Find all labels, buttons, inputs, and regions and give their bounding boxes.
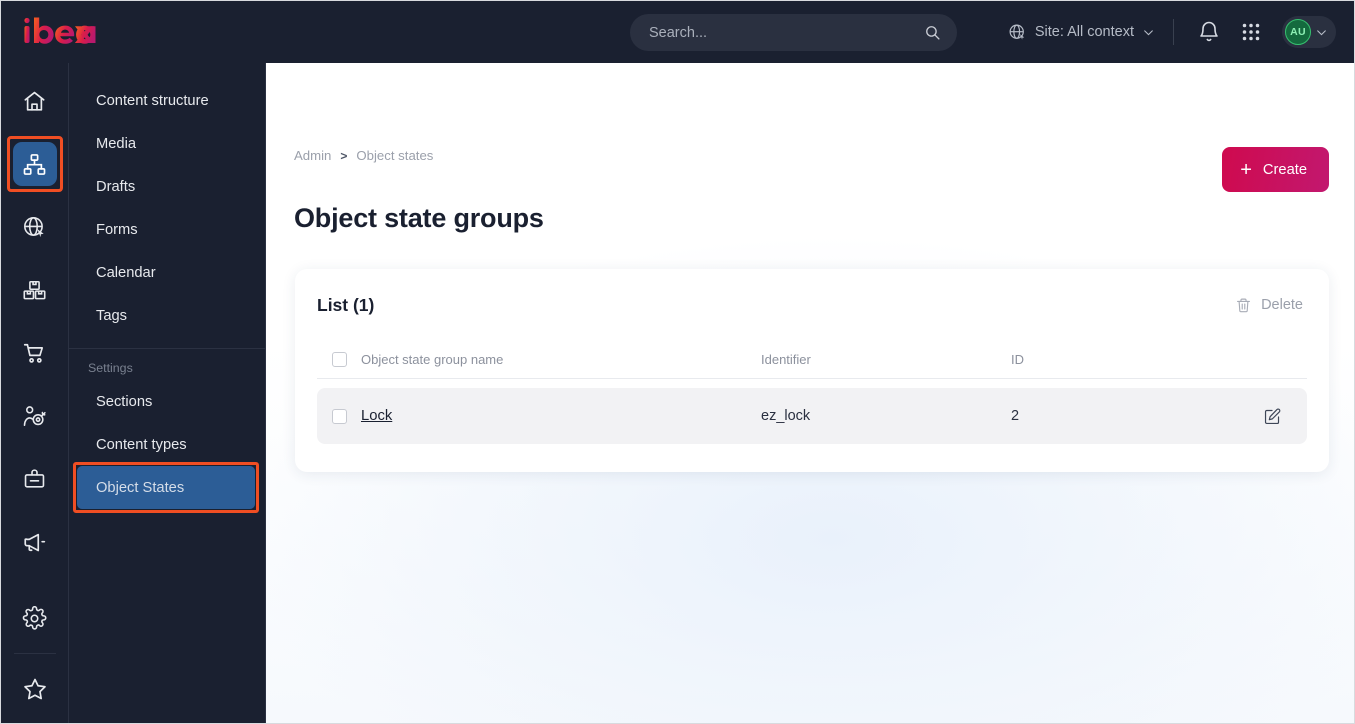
customer-target-icon [23,405,46,426]
column-header-id: ID [1011,352,1024,367]
page-title: Object state groups [294,203,544,233]
rail-item-home[interactable] [13,79,57,123]
create-button-label: Create [1262,161,1307,178]
list-card: List (1) Delete Obje [295,269,1329,472]
breadcrumb: Admin > Object states [294,148,433,163]
column-header-name: Object state group name [361,352,504,367]
sidebar-item-media[interactable]: Media [77,122,255,165]
search-input[interactable] [649,24,924,41]
rail-item-settings[interactable] [13,596,57,640]
search-icon[interactable] [924,24,941,41]
column-header-identifier: Identifier [761,352,811,367]
rail-item-memberships[interactable] [13,457,57,501]
object-state-group-link[interactable]: Lock [361,408,393,424]
sidebar-item-label: Media [96,135,137,152]
icon-rail [1,63,69,723]
rail-item-site[interactable] [13,205,57,249]
rail-item-campaigns[interactable] [13,520,57,564]
sidebar-section-settings: Settings [88,360,133,375]
breadcrumb-item-admin[interactable]: Admin [294,148,332,163]
list-title: List (1) [317,294,375,315]
star-icon [23,678,46,700]
delete-button-label: Delete [1261,297,1303,313]
row-name-cell: Lock [361,407,761,425]
main-content: Admin > Object states Object state group… [266,63,1354,723]
gear-icon [22,605,47,630]
rail-item-cart[interactable] [13,331,57,375]
sidebar-item-label: Forms [96,221,138,238]
content-tree-icon [23,153,46,175]
globe-icon [1009,24,1025,40]
rail-item-bookmarks[interactable] [13,667,57,711]
rail-item-customers[interactable] [13,394,57,438]
sidebar-item-drafts[interactable]: Drafts [77,165,255,208]
plus-icon: + [1240,158,1252,181]
breadcrumb-separator: > [340,148,348,163]
sidebar-item-forms[interactable]: Forms [77,208,255,251]
user-menu[interactable]: AU [1282,16,1336,48]
trash-icon [1237,298,1251,312]
select-all-checkbox[interactable] [332,352,347,367]
create-button[interactable]: + Create [1222,147,1329,192]
rail-item-content[interactable] [6,136,63,192]
row-checkbox[interactable] [332,408,347,424]
edit-pencil-icon[interactable] [1263,407,1282,426]
rail-top-group [6,63,63,583]
rail-item-products[interactable] [13,268,57,312]
site-context-selector[interactable]: Site: All context [1008,23,1171,42]
products-boxes-icon [23,280,46,299]
id-card-icon [24,468,45,488]
delete-button[interactable]: Delete [1235,297,1303,314]
sidebar-divider [69,348,265,349]
chevron-down-icon [1144,29,1153,35]
select-all-cell [317,352,361,367]
sidebar-item-label: Calendar [96,264,156,281]
row-identifier-cell: ez_lock [761,408,811,424]
rail-divider-small [13,653,56,654]
sidebar-item-content-types[interactable]: Content types [77,423,255,466]
search-box[interactable] [630,14,957,51]
sidebar-item-label: Object States [96,479,185,496]
top-bar: Site: All context AU [1,1,1354,63]
sidebar-item-label: Sections [96,393,153,410]
sidebar-item-object-states[interactable]: Object States [73,462,259,513]
sidebar-item-content-structure[interactable]: Content structure [77,79,255,122]
bell-icon[interactable] [1197,20,1221,44]
cart-icon [23,343,44,363]
sidebar-item-sections[interactable]: Sections [77,380,255,423]
row-actions-cell [1237,407,1307,426]
megaphone-icon [23,533,45,552]
sidebar-item-calendar[interactable]: Calendar [77,251,255,294]
site-context-label: Site: All context [1034,24,1134,40]
sidebar-item-label: Content types [96,436,187,453]
ibexa-logo[interactable] [1,17,265,47]
topbar-actions: Site: All context AU [1008,1,1336,63]
sidebar-item-label: Drafts [96,178,136,195]
sidebar-item-label: Tags [96,307,128,324]
sidebar-item-label: Content structure [96,92,209,109]
row-select-cell [317,408,361,424]
avatar: AU [1285,19,1311,45]
sidebar-item-tags[interactable]: Tags [77,294,255,337]
grid-apps-icon[interactable] [1239,20,1263,44]
site-globe-icon [24,216,44,237]
list-card-header: List (1) Delete [295,269,1329,341]
chevron-down-icon [1317,29,1326,35]
topbar-divider [1173,19,1174,45]
rail-bottom-group [1,583,69,723]
object-state-groups-table: Object state group name Identifier ID Lo… [295,341,1329,444]
global-search[interactable] [630,14,957,51]
home-icon [24,91,45,111]
breadcrumb-item-object-states[interactable]: Object states [356,148,434,163]
sidebar-nav: Content structure Media Drafts Forms Cal… [69,63,266,723]
row-id-cell: 2 [1011,408,1020,424]
table-row[interactable]: Lock ez_lock 2 [317,388,1307,444]
table-header-row: Object state group name Identifier ID [317,341,1307,379]
